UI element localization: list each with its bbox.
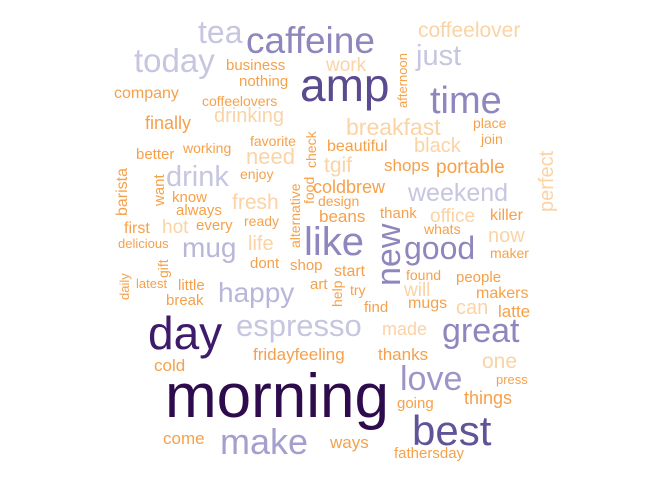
word-day: day xyxy=(148,307,223,359)
word-portable: portable xyxy=(436,157,505,178)
word-now: now xyxy=(488,225,525,247)
word-new: new xyxy=(370,223,408,286)
word-one: one xyxy=(482,350,518,373)
word-finally: finally xyxy=(145,113,192,133)
word-mug: mug xyxy=(182,232,237,263)
word-business: business xyxy=(226,57,286,74)
word-fathersday: fathersday xyxy=(394,445,465,462)
word-fresh: fresh xyxy=(232,191,279,214)
word-fridayfeeling: fridayfeeling xyxy=(253,345,345,364)
word-ready: ready xyxy=(244,213,280,229)
word-going: going xyxy=(397,395,434,412)
word-will: will xyxy=(404,280,431,301)
word-delicious: delicious xyxy=(118,236,169,251)
word-thanks: thanks xyxy=(378,345,429,364)
word-place: place xyxy=(473,115,507,131)
word-beautiful: beautiful xyxy=(327,138,388,155)
word-great: great xyxy=(442,312,520,350)
word-cold: cold xyxy=(154,356,186,375)
word-life: life xyxy=(248,233,274,255)
word-start: start xyxy=(334,263,366,280)
word-ways: ways xyxy=(330,433,369,452)
word-daily: daily xyxy=(117,273,132,300)
word-want: want xyxy=(151,174,168,206)
word-dont: dont xyxy=(250,255,280,272)
word-nothing: nothing xyxy=(239,73,289,90)
word-design: design xyxy=(318,193,360,209)
word-maker: maker xyxy=(490,245,529,261)
word-good: good xyxy=(404,230,476,266)
word-coldbrew: coldbrew xyxy=(313,177,386,197)
word-know: know xyxy=(172,189,208,206)
word-first: first xyxy=(124,220,150,237)
word-barista: barista xyxy=(114,167,131,216)
word-alternative: alternative xyxy=(287,183,303,248)
word-morning: morning xyxy=(165,362,389,431)
word-press: press xyxy=(496,372,528,387)
word-every: every xyxy=(196,217,233,234)
word-check: check xyxy=(303,131,319,168)
word-art: art xyxy=(310,276,328,293)
word-tea: tea xyxy=(198,14,243,50)
word-breakfast: breakfast xyxy=(346,114,441,140)
word-work: work xyxy=(326,55,367,76)
word-shops: shops xyxy=(384,156,430,175)
word-espresso: espresso xyxy=(236,308,362,343)
word-thank: thank xyxy=(380,205,417,222)
word-favorite: favorite xyxy=(250,133,296,149)
word-coffeelover: coffeelover xyxy=(418,19,521,42)
word-always: always xyxy=(176,202,222,219)
word-best: best xyxy=(412,407,492,454)
word-weekend: weekend xyxy=(408,179,509,207)
word-killer: killer xyxy=(490,207,523,224)
word-company: company xyxy=(114,85,179,102)
word-coffeelovers: coffeelovers xyxy=(202,93,278,109)
word-try: try xyxy=(350,282,366,298)
word-whats: whats xyxy=(424,221,461,237)
word-make: make xyxy=(220,421,309,462)
word-come: come xyxy=(163,429,205,448)
word-black: black xyxy=(414,135,461,157)
word-tgif: tgif xyxy=(324,154,353,177)
word-caffeine: caffeine xyxy=(246,20,375,61)
word-office: office xyxy=(430,206,476,227)
word-can: can xyxy=(456,297,489,319)
word-drink: drink xyxy=(166,161,229,193)
word-little: little xyxy=(178,277,205,294)
word-hot: hot xyxy=(162,217,189,238)
word-shop: shop xyxy=(290,257,323,274)
word-time: time xyxy=(430,80,502,122)
word-join: join xyxy=(481,131,503,147)
word-help: help xyxy=(329,280,345,307)
word-love: love xyxy=(400,360,463,398)
word-beans: beans xyxy=(319,207,366,226)
word-need: need xyxy=(246,144,295,169)
word-amp: amp xyxy=(300,59,390,111)
word-found: found xyxy=(406,267,442,283)
word-makers: makers xyxy=(476,285,529,302)
word-perfect: perfect xyxy=(536,150,558,212)
word-afternoon: afternoon xyxy=(395,53,410,108)
word-things: things xyxy=(464,388,513,408)
word-mugs: mugs xyxy=(408,295,448,312)
word-just: just xyxy=(416,40,462,72)
word-today: today xyxy=(134,42,215,79)
word-like: like xyxy=(304,220,365,264)
word-people: people xyxy=(456,269,502,286)
word-drinking: drinking xyxy=(214,105,285,127)
word-break: break xyxy=(166,292,204,309)
word-latte: latte xyxy=(498,302,531,321)
word-latest: latest xyxy=(136,276,168,291)
word-better: better xyxy=(136,146,175,163)
word-enjoy: enjoy xyxy=(240,166,274,182)
word-happy: happy xyxy=(218,277,295,308)
word-made: made xyxy=(382,319,428,339)
word-find: find xyxy=(364,299,389,316)
word-working: working xyxy=(183,140,232,156)
